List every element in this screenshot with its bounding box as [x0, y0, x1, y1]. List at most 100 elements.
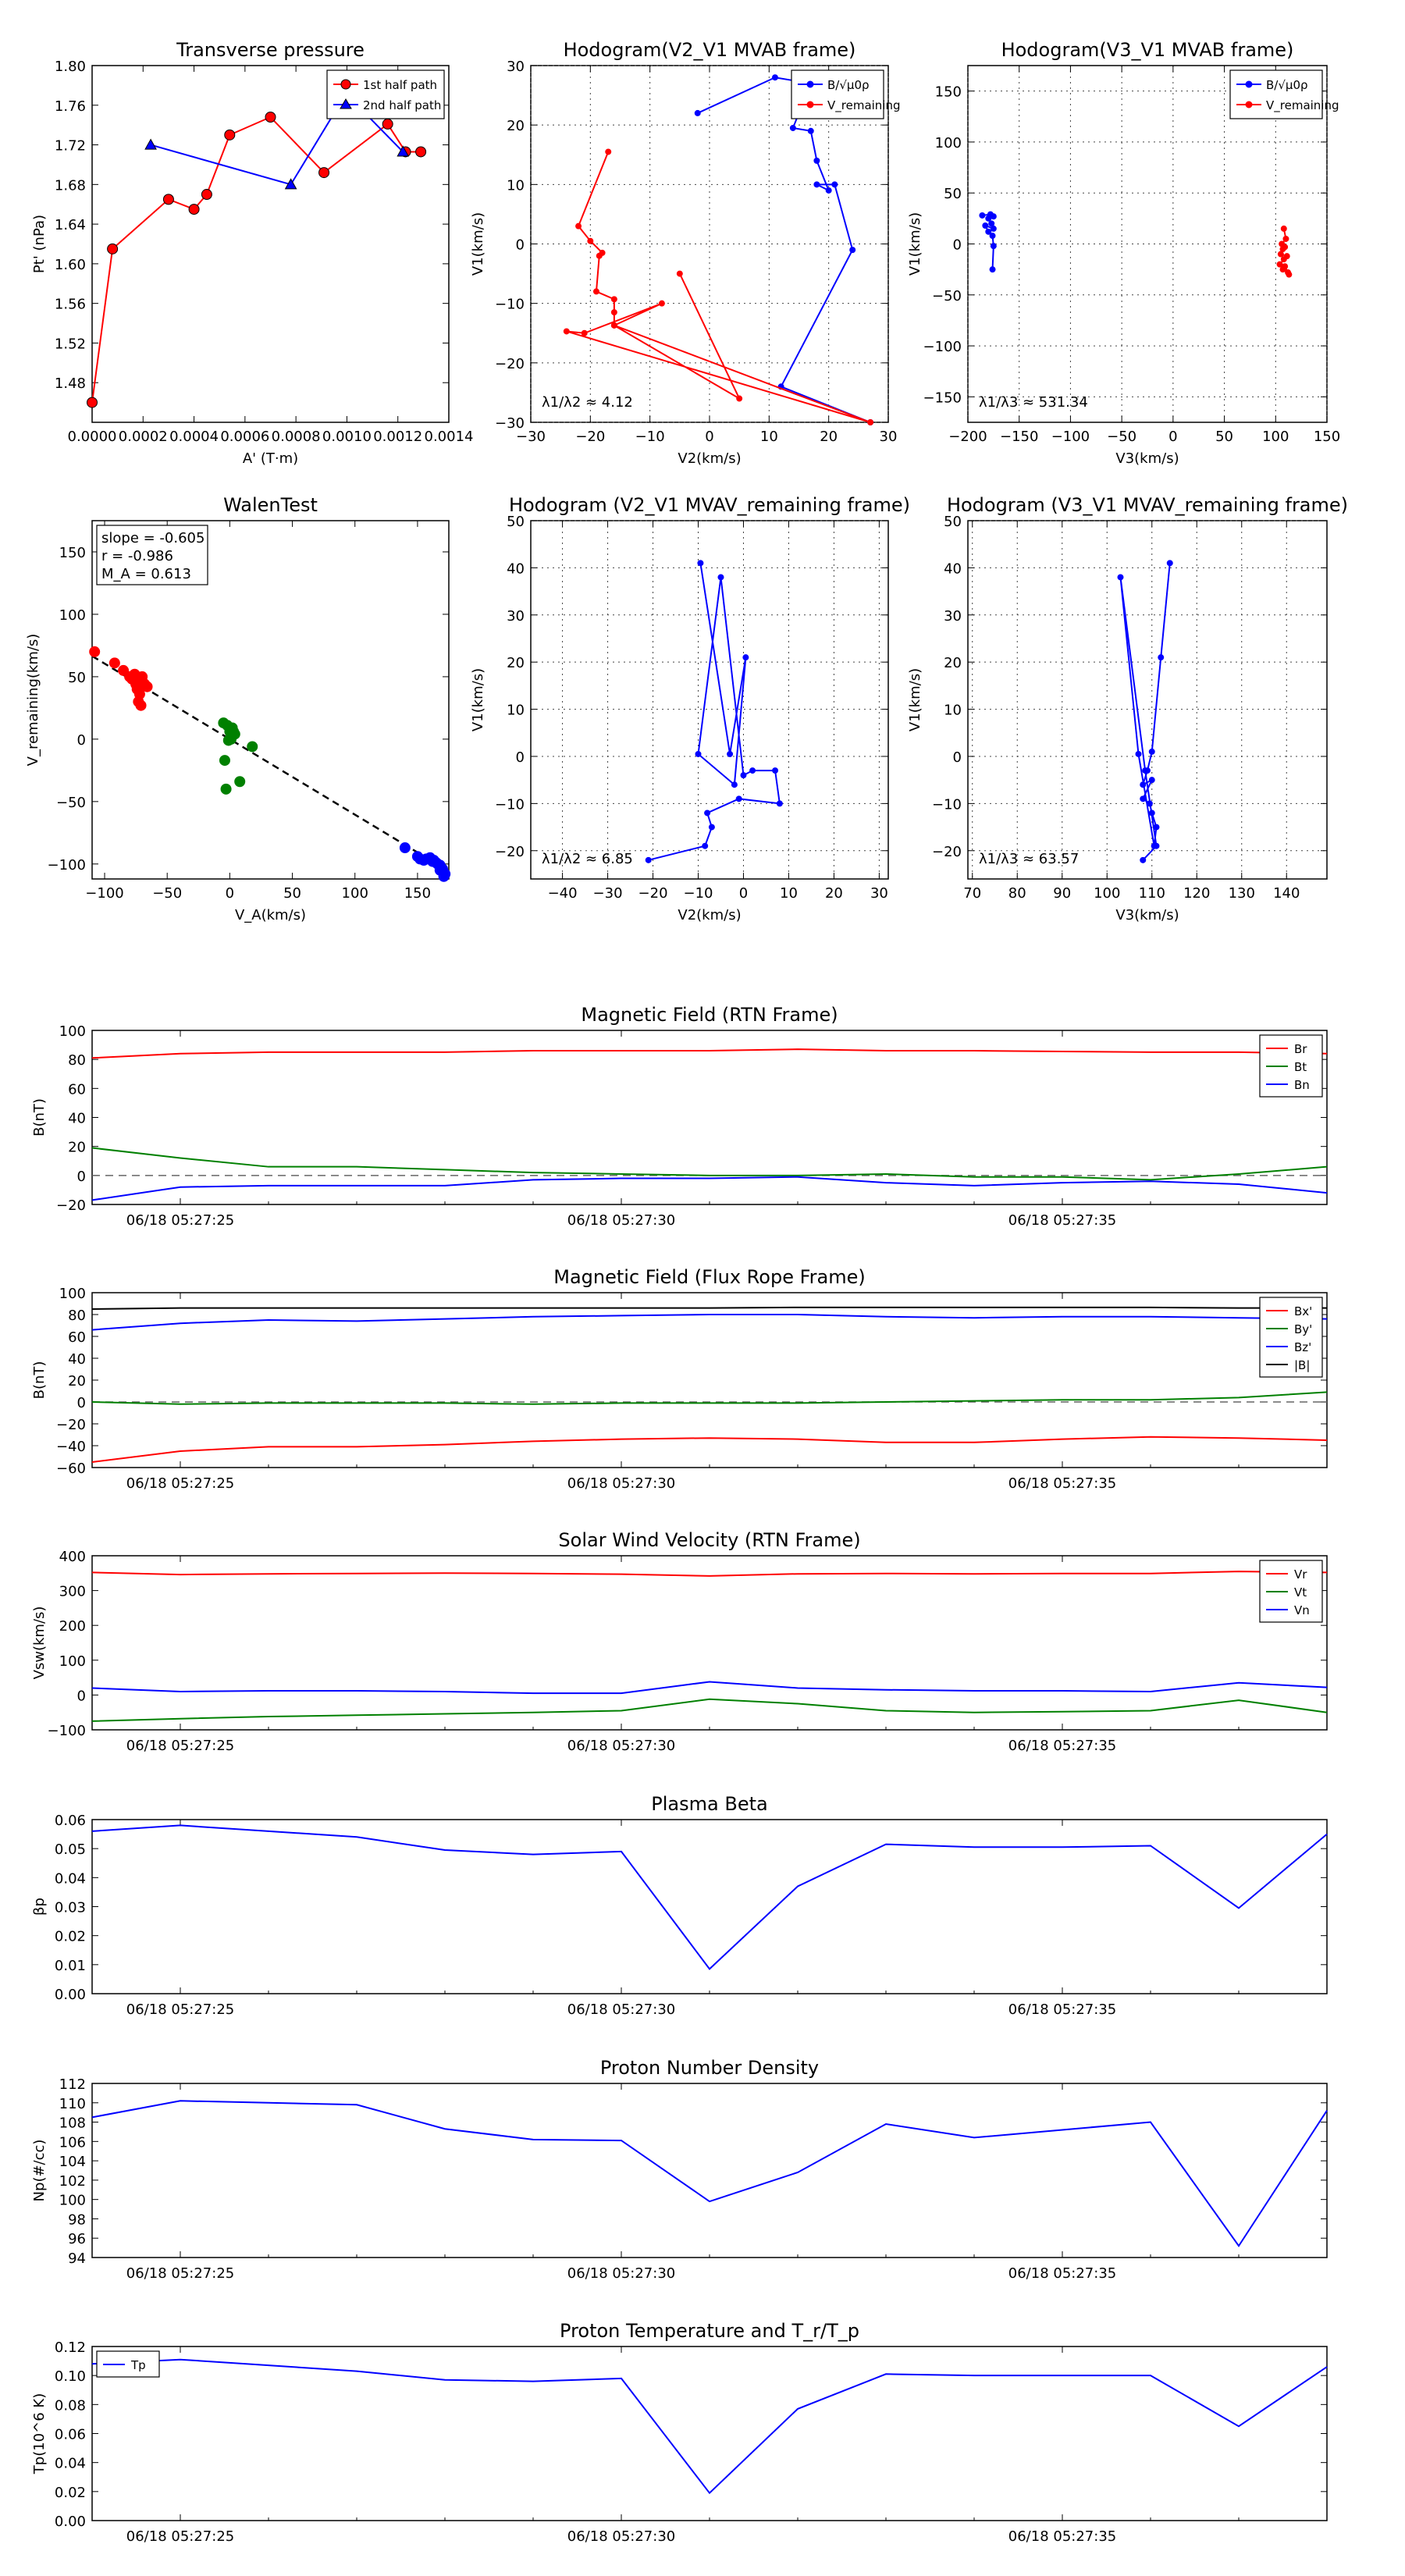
data-point [990, 225, 997, 232]
x-tick-label: 50 [1215, 429, 1233, 445]
data-point [1276, 261, 1283, 268]
x-tick-label: 20 [825, 885, 843, 902]
data-point [108, 657, 120, 669]
chart-title: Proton Temperature and T_r/T_p [560, 2320, 859, 2342]
y-tick-label: −30 [495, 415, 525, 432]
stats-box [96, 525, 208, 585]
plot-frame [91, 1292, 1328, 1468]
x-axis-label: V_A(km/s) [235, 907, 306, 923]
y-axis-label: Tp(10^6 K) [31, 2393, 48, 2475]
data-point [736, 395, 743, 402]
data-point [831, 181, 838, 188]
data-point [717, 574, 724, 581]
data-point [220, 783, 232, 795]
x-tick-label: −200 [948, 429, 987, 445]
y-tick-label: 0.05 [55, 1841, 86, 1858]
data-point [825, 187, 832, 194]
x-tick-label: 10 [780, 885, 798, 902]
legend-label: B/√μ0ρ [827, 78, 870, 92]
data-point [1277, 251, 1284, 258]
x-tick-label: 06/18 05:27:35 [1008, 1475, 1116, 1492]
y-tick-label: 106 [59, 2134, 86, 2151]
y-tick-label: −60 [56, 1461, 86, 1477]
x-tick-label: 0.0006 [220, 429, 269, 445]
legend-label: By' [1294, 1322, 1312, 1336]
y-tick-label: −20 [56, 1417, 86, 1433]
y-tick-label: 40 [68, 1111, 86, 1127]
chart-title: Transverse pressure [176, 39, 365, 61]
data-point [610, 322, 617, 329]
ratio-annotation: λ1/λ3 ≈ 531.34 [979, 394, 1088, 411]
ratio-annotation: λ1/λ2 ≈ 4.12 [542, 394, 633, 411]
y-tick-label: 0.06 [55, 1813, 86, 1829]
data-point [188, 204, 200, 215]
chart-title: Hodogram(V3_V1 MVAB frame) [1001, 39, 1294, 61]
y-tick-label: −100 [48, 857, 86, 873]
chart-np: Proton Number Density 94 96 98 100 102 104 106 1… [31, 2057, 1328, 2282]
y-tick-label: 0.08 [55, 2397, 86, 2414]
chart-vel: Solar Wind Velocity (RTN Frame) −100 0 100 2… [31, 1529, 1328, 1754]
series-line-bx [91, 1436, 1328, 1463]
x-tick-label: 100 [1094, 885, 1120, 902]
y-tick-label: 30 [507, 59, 525, 75]
x-tick-label: 50 [283, 885, 301, 902]
y-tick-label: 20 [68, 1140, 86, 1156]
legend-label: Tp [130, 2358, 146, 2372]
y-tick-label: −50 [56, 795, 86, 811]
legend-label: Vr [1294, 1567, 1307, 1582]
y-tick-label: −20 [495, 356, 525, 372]
y-tick-label: 20 [68, 1373, 86, 1389]
plot-frame [91, 1555, 1328, 1731]
data-point [1140, 795, 1147, 802]
plot-frame [91, 2083, 1328, 2258]
y-tick-label: 1.76 [55, 98, 86, 115]
data-point [694, 109, 701, 116]
y-axis-label: V1(km/s) [470, 668, 486, 731]
series-line-bz [91, 1314, 1328, 1331]
y-tick-label: 98 [68, 2211, 86, 2228]
data-point [284, 178, 297, 190]
data-point [1166, 560, 1173, 567]
chart-title: Hodogram (V3_V1 MVAV_remaining frame) [947, 494, 1348, 516]
data-point [985, 215, 992, 222]
series-line-br [91, 1048, 1328, 1059]
y-tick-label: −20 [932, 844, 962, 860]
y-tick-label: 1.72 [55, 138, 86, 155]
data-point [1140, 781, 1147, 788]
y-tick-label: 1.48 [55, 375, 86, 392]
data-point [141, 681, 153, 692]
x-tick-label: 0 [739, 885, 748, 902]
y-tick-label: −40 [56, 1439, 86, 1455]
legend-marker [806, 101, 814, 109]
y-tick-label: 300 [59, 1584, 86, 1600]
x-tick-label: −150 [1000, 429, 1038, 445]
data-point [1153, 824, 1160, 831]
y-tick-label: −50 [932, 288, 962, 304]
legend-label: Bx' [1294, 1304, 1312, 1318]
data-point [990, 243, 997, 250]
data-point [1148, 777, 1155, 784]
series-line-by [91, 1391, 1328, 1405]
data-point [1286, 271, 1293, 278]
y-axis-label: Vsw(km/s) [31, 1606, 48, 1680]
legend-box [1229, 69, 1323, 119]
x-axis-label: V2(km/s) [678, 907, 741, 923]
data-point [130, 678, 142, 690]
data-point [813, 181, 820, 188]
y-tick-label: −150 [923, 390, 962, 406]
y-tick-label: 0.00 [55, 2514, 86, 2530]
ratio-annotation: λ1/λ3 ≈ 63.57 [979, 851, 1079, 867]
y-tick-label: 80 [68, 1308, 86, 1324]
data-point [89, 646, 101, 657]
data-point [135, 699, 147, 711]
stats-text: slope = -0.605 [101, 530, 205, 546]
y-axis-label: V1(km/s) [907, 668, 923, 731]
y-tick-label: 100 [59, 607, 86, 624]
x-tick-label: −10 [635, 429, 665, 445]
y-tick-label: 1.52 [55, 336, 86, 352]
y-tick-label: 10 [507, 177, 525, 194]
y-tick-label: 200 [59, 1618, 86, 1635]
legend-box [791, 69, 884, 119]
data-point [201, 189, 212, 201]
y-tick-label: 0.10 [55, 2368, 86, 2385]
